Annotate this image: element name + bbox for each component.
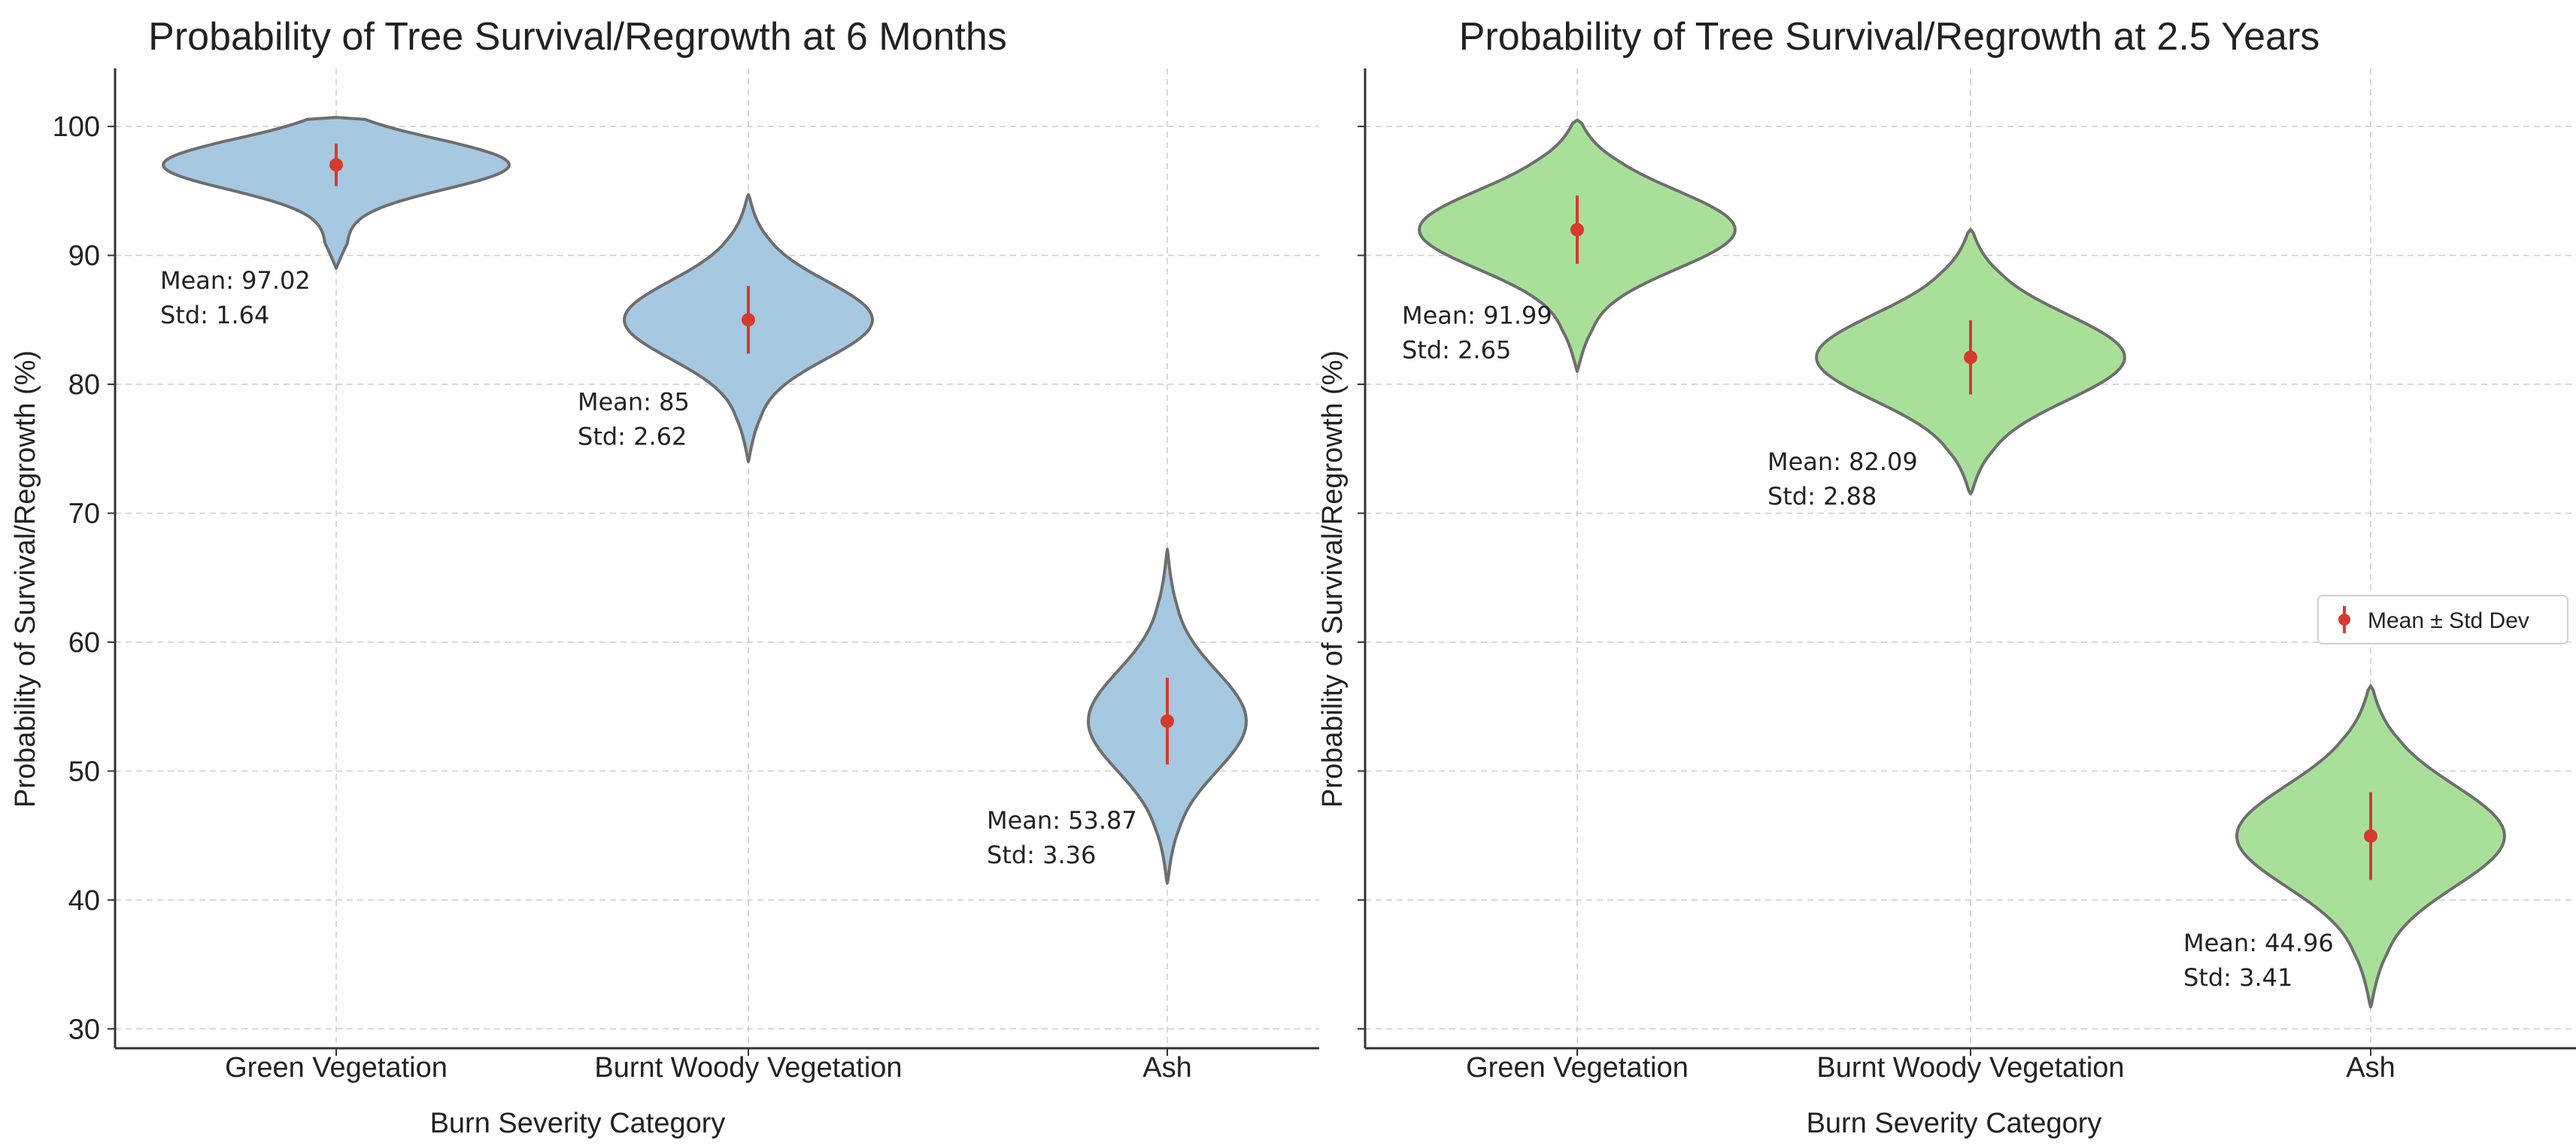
y-tick-label: 80 xyxy=(68,369,100,401)
mean-marker xyxy=(1964,350,1977,365)
mean-annotation: Mean: 97.02 xyxy=(160,266,311,295)
std-annotation: Std: 2.88 xyxy=(1767,482,1877,511)
x-tick-label: Green Vegetation xyxy=(1466,1052,1689,1084)
panel-6-months: Probability of Tree Survival/Regrowth at… xyxy=(10,15,1319,1139)
panel-2-5-years: Probability of Tree Survival/Regrowth at… xyxy=(1317,15,2576,1139)
y-tick-label: 60 xyxy=(68,627,100,659)
y-tick-label: 40 xyxy=(68,885,100,917)
chart-title: Probability of Tree Survival/Regrowth at… xyxy=(1459,15,2320,59)
chart-title: Probability of Tree Survival/Regrowth at… xyxy=(148,15,1007,59)
mean-marker xyxy=(1161,714,1174,729)
legend: Mean ± Std Dev xyxy=(2317,595,2568,644)
std-annotation: Std: 3.36 xyxy=(987,841,1096,869)
std-annotation: Std: 2.65 xyxy=(1402,335,1511,364)
x-tick-label: Burnt Woody Vegetation xyxy=(594,1052,902,1084)
mean-marker xyxy=(329,158,343,172)
mean-marker xyxy=(742,313,755,327)
y-axis-label: Probability of Survival/Regrowth (%) xyxy=(1317,350,1349,808)
x-tick-label: Ash xyxy=(1142,1052,1191,1084)
mean-marker xyxy=(2364,829,2377,843)
std-annotation: Std: 2.62 xyxy=(578,422,687,450)
x-axis: Green Vegetation Burnt Woody Vegetation As… xyxy=(1365,1047,2576,1084)
violin-shape xyxy=(162,116,511,270)
x-axis-label: Burn Severity Category xyxy=(1807,1108,2102,1139)
mean-markers xyxy=(1570,196,2377,881)
mean-annotation: Mean: 91.99 xyxy=(1402,301,1552,329)
x-axis-label: Burn Severity Category xyxy=(430,1108,726,1139)
mean-markers xyxy=(329,144,1174,765)
y-axis xyxy=(1358,68,1367,1048)
x-tick-label: Green Vegetation xyxy=(225,1052,448,1084)
mean-annotation: Mean: 44.96 xyxy=(2183,929,2334,957)
legend-label: Mean ± Std Dev xyxy=(2368,608,2529,633)
y-axis-label: Probability of Survival/Regrowth (%) xyxy=(10,350,41,808)
annotations: Mean: 91.99 Std: 2.65 Mean: 82.09 Std: 2.88… xyxy=(1402,301,2334,991)
y-tick-label: 100 xyxy=(53,111,100,143)
mean-annotation: Mean: 53.87 xyxy=(987,806,1137,835)
legend-box xyxy=(2317,595,2568,644)
annotations: Mean: 97.02 Std: 1.64 Mean: 85 Std: 2.62 Mea… xyxy=(160,266,1137,869)
legend-marker-icon xyxy=(2338,614,2350,626)
y-tick-label: 30 xyxy=(68,1014,100,1045)
x-tick-label: Ash xyxy=(2346,1052,2395,1084)
y-tick-label: 70 xyxy=(68,498,100,529)
y-tick-label: 50 xyxy=(68,756,100,787)
y-tick-label: 90 xyxy=(68,241,100,272)
mean-marker xyxy=(1570,223,1584,237)
x-tick-label: Burnt Woody Vegetation xyxy=(1816,1052,2124,1084)
mean-annotation: Mean: 82.09 xyxy=(1767,447,1918,476)
std-annotation: Std: 1.64 xyxy=(160,301,269,329)
y-axis: 30 40 50 60 70 80 90 100 xyxy=(53,68,117,1048)
std-annotation: Std: 3.41 xyxy=(2183,963,2292,992)
x-axis: Green Vegetation Burnt Woody Vegetation As… xyxy=(115,1047,1319,1084)
mean-annotation: Mean: 85 xyxy=(578,387,690,416)
